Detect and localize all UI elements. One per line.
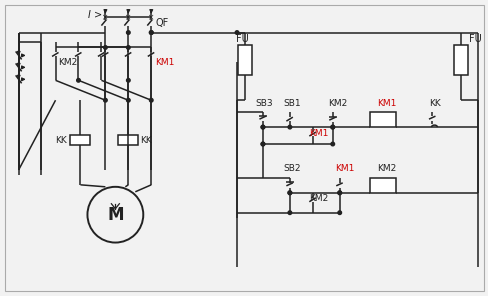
Circle shape — [126, 99, 130, 102]
Text: SB2: SB2 — [283, 164, 300, 173]
Text: ×: × — [148, 13, 154, 22]
Text: KM2: KM2 — [59, 58, 78, 67]
Text: KM2: KM2 — [327, 99, 346, 108]
Text: KM1: KM1 — [377, 99, 396, 108]
Text: QF: QF — [155, 17, 168, 28]
Bar — [118, 135, 138, 145]
Text: SB1: SB1 — [283, 99, 300, 108]
Circle shape — [103, 99, 107, 102]
Text: KK: KK — [428, 99, 440, 108]
Circle shape — [330, 125, 334, 129]
Text: ×: × — [102, 13, 108, 22]
Circle shape — [330, 142, 334, 146]
Circle shape — [337, 191, 341, 194]
Text: FU: FU — [236, 33, 248, 44]
Text: ×: × — [125, 13, 131, 22]
Text: I >: I > — [88, 10, 102, 20]
Circle shape — [77, 78, 80, 82]
Circle shape — [287, 191, 291, 194]
Circle shape — [261, 142, 264, 146]
Circle shape — [337, 191, 341, 194]
Bar — [369, 112, 395, 127]
Circle shape — [337, 211, 341, 215]
Text: FU: FU — [468, 33, 481, 44]
Circle shape — [287, 191, 291, 194]
Text: SB3: SB3 — [254, 99, 272, 108]
Circle shape — [261, 142, 264, 146]
Text: KM1: KM1 — [155, 58, 174, 67]
Text: KM1: KM1 — [308, 128, 327, 138]
Circle shape — [126, 78, 130, 82]
Circle shape — [287, 211, 291, 215]
Text: KM2: KM2 — [308, 194, 327, 203]
Text: M: M — [107, 206, 123, 224]
Circle shape — [149, 31, 153, 34]
Text: KK: KK — [56, 136, 67, 144]
Circle shape — [126, 46, 130, 49]
Circle shape — [235, 31, 238, 34]
Text: KK: KK — [140, 136, 152, 144]
Circle shape — [330, 125, 334, 129]
Bar — [70, 135, 90, 145]
Circle shape — [287, 125, 291, 129]
Text: KM2: KM2 — [377, 164, 396, 173]
Bar — [238, 46, 251, 75]
Circle shape — [126, 31, 130, 34]
Circle shape — [149, 31, 153, 34]
Circle shape — [149, 99, 153, 102]
Bar — [453, 46, 468, 75]
Circle shape — [261, 125, 264, 129]
Bar — [369, 178, 395, 193]
Text: KM1: KM1 — [334, 164, 353, 173]
Circle shape — [261, 125, 264, 129]
Circle shape — [103, 46, 107, 49]
